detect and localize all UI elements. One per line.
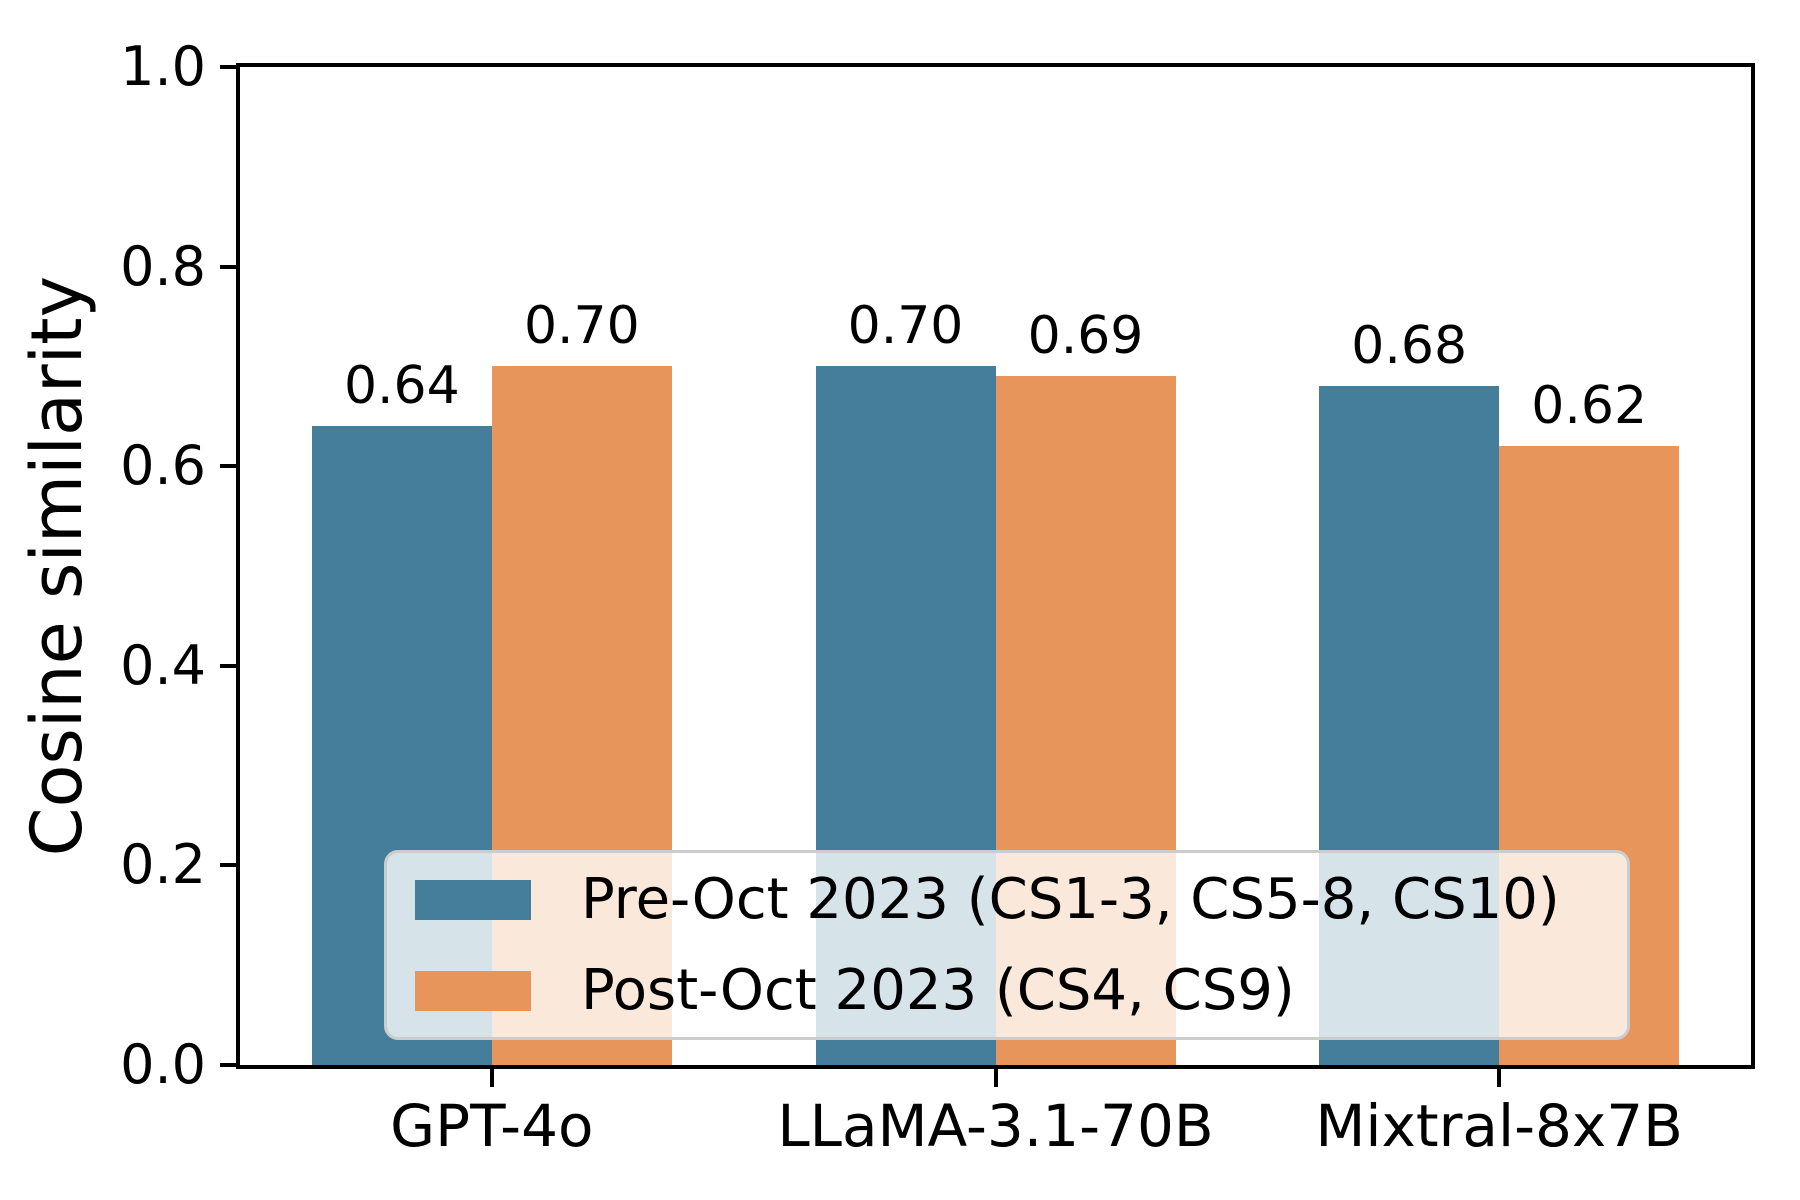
y-axis-tick-label: 0.4 [120, 633, 206, 697]
bar-value-label: 0.69 [1027, 306, 1144, 367]
bar-value-label: 0.70 [847, 296, 964, 357]
y-axis-tick [220, 863, 237, 868]
legend-entry: Post-Oct 2023 (CS4, CS9) [415, 952, 1599, 1029]
bar-value-label: 0.68 [1351, 316, 1468, 377]
legend-entry: Pre-Oct 2023 (CS1-3, CS5-8, CS10) [415, 861, 1599, 938]
legend-label: Post-Oct 2023 (CS4, CS9) [581, 957, 1295, 1023]
y-axis-tick-label: 0.0 [120, 1033, 206, 1096]
y-axis-tick [220, 1063, 237, 1067]
plot-area: 0.0 0.2 0.4 0.6 0.8 1.0 0.64 0.70 GPT-4o 0.70 0.69… [120, 40, 1755, 1155]
x-axis-tick-label: GPT-4o [390, 1092, 594, 1160]
bar-value-label: 0.70 [523, 296, 640, 357]
bar-value-label: 0.64 [343, 356, 460, 417]
x-axis-tick-label: LLaMA-3.1-70B [777, 1092, 1214, 1160]
legend-swatch [415, 970, 531, 1011]
y-axis-tick-label: 1.0 [120, 35, 206, 98]
x-axis-tick-label: Mixtral-8x7B [1315, 1092, 1683, 1160]
legend-swatch [415, 879, 531, 920]
y-axis-tick [220, 464, 237, 469]
y-axis-tick [220, 65, 237, 69]
y-axis-tick-label: 0.2 [120, 833, 206, 897]
x-axis-tick [1497, 1069, 1502, 1087]
legend: Pre-Oct 2023 (CS1-3, CS5-8, CS10) Post-Oc… [384, 850, 1630, 1040]
y-axis-label: Cosine similarity [16, 275, 98, 857]
y-axis-tick-label: 0.6 [120, 434, 206, 498]
legend-label: Pre-Oct 2023 (CS1-3, CS5-8, CS10) [581, 866, 1560, 932]
y-axis-tick-label: 0.8 [120, 234, 206, 298]
y-axis-tick [220, 264, 237, 269]
x-axis-tick [993, 1069, 998, 1087]
bar-value-label: 0.62 [1531, 376, 1648, 437]
y-axis-tick [220, 663, 237, 668]
y-axis-label-container: Cosine similarity [14, 63, 100, 1069]
x-axis-tick [489, 1069, 494, 1087]
